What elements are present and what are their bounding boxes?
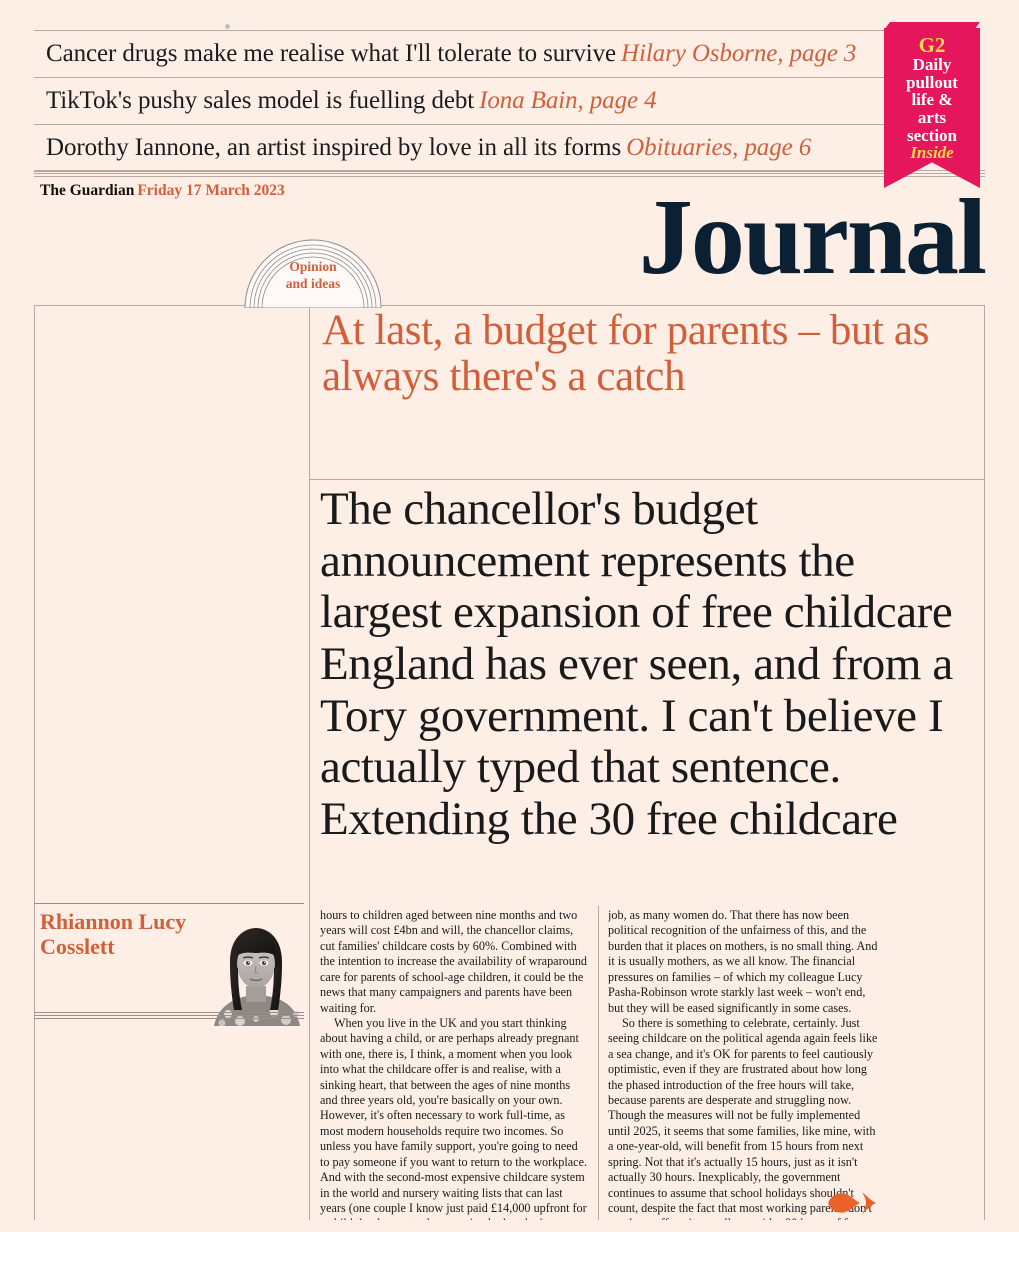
column-rule-inner [598, 906, 599, 1220]
g2-line: pullout [906, 72, 958, 92]
publication-line: The Guardian Friday 17 March 2023 [40, 182, 285, 200]
teaser-item[interactable]: TikTok's pushy sales model is fuelling d… [34, 78, 885, 125]
publication-date: Friday 17 March 2023 [137, 182, 285, 199]
column-rule-mid [309, 306, 310, 1220]
teaser-bottom-rules [34, 170, 985, 178]
column-rule-left [34, 306, 35, 1220]
teaser-headline: Cancer drugs make me realise what I'll t… [46, 40, 617, 67]
headline-rule [310, 479, 985, 480]
masthead-rule [34, 305, 985, 306]
newspaper-page: Cancer drugs make me realise what I'll t… [0, 0, 1019, 1232]
author-portrait [208, 922, 304, 1026]
teaser-strip: Cancer drugs make me realise what I'll t… [34, 30, 885, 172]
g2-pullout-flag[interactable]: G2 Daily pullout life & arts section Ins… [884, 28, 980, 188]
byline-top-rule [34, 903, 304, 904]
g2-flag-cap [884, 22, 980, 30]
g2-line: life & [911, 90, 953, 110]
opinion-badge-line2: and ideas [285, 275, 341, 291]
continuation-arrow-icon [826, 1190, 886, 1216]
body-column-1: hours to children aged between nine mont… [320, 908, 590, 1220]
byline-bottom-rules [34, 1012, 304, 1019]
column-rule-right [984, 306, 985, 1220]
opinion-badge-line1: Opinion [289, 259, 337, 274]
g2-inside-label: Inside [910, 143, 954, 163]
article-standfirst: The chancellor's budget announcement rep… [320, 483, 953, 846]
teaser-credit: Hilary Osborne, page 3 [621, 40, 857, 67]
publication-name: The Guardian [40, 182, 135, 199]
article-headline: At last, a budget for parents – but as a… [322, 307, 929, 401]
g2-line: arts [917, 108, 947, 128]
body-paragraph: hours to children aged between nine mont… [320, 908, 588, 1015]
page-marker-dot [225, 24, 230, 29]
teaser-item[interactable]: Cancer drugs make me realise what I'll t… [34, 31, 885, 78]
teaser-item[interactable]: Dorothy Iannone, an artist inspired by l… [34, 125, 885, 172]
g2-line: Daily [912, 55, 952, 75]
g2-line: section [906, 125, 958, 145]
opinion-badge-dome [243, 238, 383, 308]
opinion-badge-label: Opinion and ideas [243, 259, 383, 293]
article-byline: Rhiannon Lucy Cosslett [40, 909, 187, 959]
teaser-credit: Iona Bain, page 4 [479, 87, 657, 114]
body-paragraph: job, as many women do. That there has no… [608, 908, 878, 1015]
body-column-2: job, as many women do. That there has no… [608, 908, 878, 1220]
g2-title: G2 [918, 33, 946, 57]
teaser-credit: Obituaries, page 6 [626, 134, 812, 161]
teaser-headline: TikTok's pushy sales model is fuelling d… [46, 87, 475, 114]
body-paragraph: So there is something to celebrate, cert… [608, 1015, 878, 1220]
section-masthead: Journal [638, 178, 987, 297]
teaser-headline: Dorothy Iannone, an artist inspired by l… [46, 134, 622, 161]
body-paragraph: When you live in the UK and you start th… [320, 1015, 588, 1220]
